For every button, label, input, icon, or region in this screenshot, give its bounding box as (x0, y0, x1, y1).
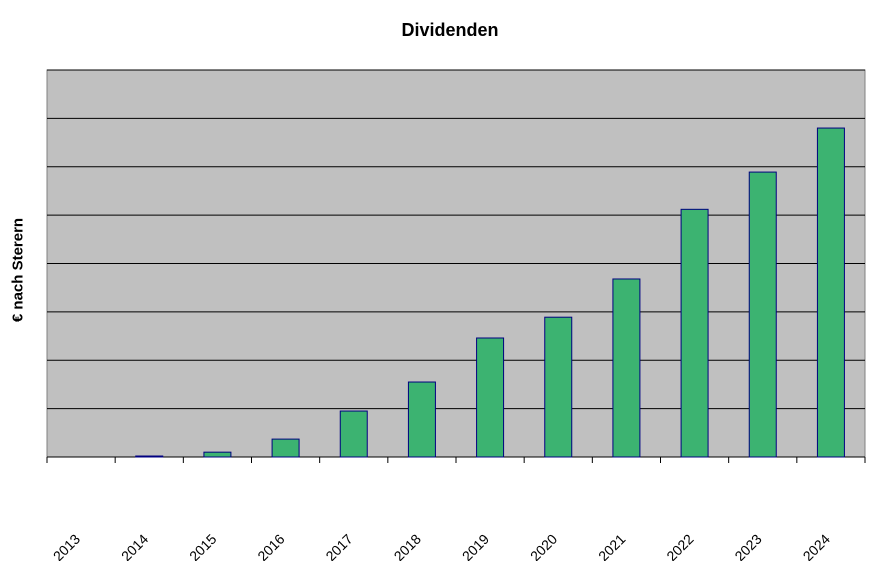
bar-2023 (748, 171, 777, 458)
bar-2021 (612, 278, 641, 458)
x-tick-label-2015: 2015 (186, 531, 219, 561)
x-tick-label-2024: 2024 (800, 531, 833, 561)
bar-2020 (544, 316, 573, 458)
x-tick-label-2020: 2020 (527, 531, 560, 561)
x-tick-label-2013: 2013 (50, 531, 83, 561)
x-tick-label-2022: 2022 (663, 531, 696, 561)
bar-2024 (816, 127, 845, 458)
bar-2022 (680, 208, 709, 458)
bar-2017 (339, 410, 368, 458)
x-tick-label-2017: 2017 (322, 531, 355, 561)
x-tick-label-2021: 2021 (595, 531, 628, 561)
bar-2015 (203, 451, 232, 458)
x-tick-label-2019: 2019 (459, 531, 492, 561)
bar-2014 (135, 455, 164, 458)
x-tick-label-2016: 2016 (254, 531, 287, 561)
chart-title: Dividenden (401, 20, 499, 40)
bar-2018 (407, 381, 436, 458)
x-tick-label-2014: 2014 (118, 531, 151, 561)
bar-2016 (271, 438, 300, 458)
bar-2019 (476, 337, 505, 458)
x-tick-label-2023: 2023 (731, 531, 764, 561)
x-tick-label-2018: 2018 (391, 531, 424, 561)
